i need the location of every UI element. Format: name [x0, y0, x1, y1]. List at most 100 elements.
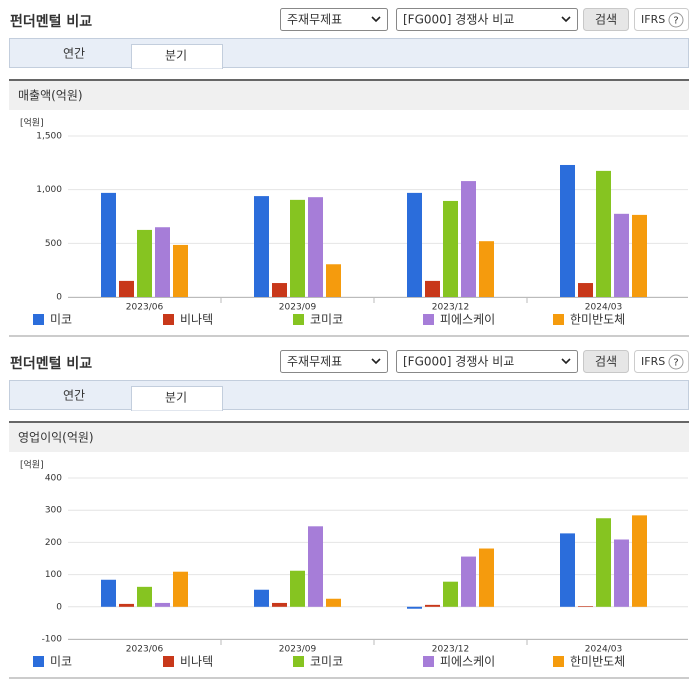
legend-swatch: [293, 314, 304, 325]
bar: [461, 181, 476, 297]
bar: [308, 526, 323, 607]
ifrs-border: [634, 8, 689, 31]
help-icon: [668, 354, 684, 370]
y-tick-label: 1,500: [36, 132, 62, 142]
legend-swatch: [293, 656, 304, 667]
select-arrow: [561, 16, 571, 23]
x-tick-label: 2023/12: [432, 645, 469, 655]
bar: [614, 539, 629, 607]
tab-active: [131, 44, 223, 69]
select[interactable]: [FG000] 경쟁사 비교: [396, 8, 578, 31]
ifrs-text: IFRS: [641, 355, 665, 368]
legend-label: 비나텍: [180, 313, 213, 327]
bar: [119, 603, 134, 607]
bar: [578, 606, 593, 607]
select-box: [280, 8, 388, 31]
button-text: 검색: [595, 13, 617, 27]
y-tick-label: 300: [45, 506, 62, 516]
select-box: [280, 350, 388, 373]
bar: [479, 241, 494, 297]
ifrs-border: [634, 350, 689, 373]
bar: [155, 227, 170, 297]
bar: [443, 200, 458, 297]
bar: [308, 197, 323, 297]
legend-label: 피에스케이: [440, 313, 495, 327]
bar: [272, 602, 287, 607]
bar: [155, 602, 170, 607]
bar: [290, 199, 305, 297]
bar: [632, 515, 647, 607]
select-text: 주재무제표: [287, 13, 342, 27]
bar: [443, 581, 458, 607]
legend-swatch: [553, 656, 564, 667]
select-arrow: [561, 358, 571, 365]
section: 펀더멘털 비교 주재무제표 [FG000] 경쟁사 비교 검색 IFRS ? 연간 분기매출액…: [9, 8, 689, 337]
legend-label: 한미반도체: [570, 313, 625, 327]
chart-title: 매출액(억원): [18, 89, 83, 103]
select[interactable]: [FG000] 경쟁사 비교: [396, 350, 578, 373]
tab[interactable]: 분기: [165, 391, 187, 405]
legend-label: 피에스케이: [440, 655, 495, 669]
legend-swatch: [553, 314, 564, 325]
tab-bar: [9, 380, 689, 410]
x-tick-label: 2023/09: [279, 303, 317, 313]
select-text: [FG000] 경쟁사 비교: [403, 13, 514, 27]
bar: [407, 192, 422, 297]
y-tick-label: -100: [42, 635, 63, 645]
bar: [560, 164, 575, 297]
bar: [119, 280, 134, 297]
search-button[interactable]: 검색: [583, 350, 629, 373]
ifrs-box[interactable]: IFRS?: [634, 8, 689, 31]
bar: [326, 598, 341, 607]
x-tick-label: 2024/03: [585, 303, 622, 313]
bar: [596, 170, 611, 297]
select-text: 주재무제표: [287, 355, 342, 369]
legend-label: 코미코: [310, 313, 343, 327]
bar: [596, 518, 611, 607]
select-box: [396, 8, 578, 31]
legend-swatch: [33, 656, 44, 667]
legend-swatch: [163, 314, 174, 325]
help-icon: [668, 12, 684, 28]
section: 펀더멘털 비교 주재무제표 [FG000] 경쟁사 비교 검색 IFRS ? 연간 분기영업이…: [9, 350, 689, 679]
select-box: [396, 350, 578, 373]
x-tick-label: 2023/12: [432, 303, 469, 313]
bar: [254, 196, 269, 297]
y-tick-label: 500: [45, 239, 62, 249]
y-tick-label: 1,000: [36, 185, 62, 195]
x-tick-label: 2023/09: [279, 645, 317, 655]
bar: [560, 533, 575, 607]
chart-title: 영업이익(억원): [18, 431, 94, 445]
legend-label: 미코: [50, 655, 72, 669]
x-tick-label: 2023/06: [126, 303, 164, 313]
legend-label: 비나텍: [180, 655, 213, 669]
bar: [254, 589, 269, 607]
legend-swatch: [163, 656, 174, 667]
bar: [173, 244, 188, 297]
select[interactable]: 주재무제표: [280, 350, 388, 373]
y-tick-label: 0: [56, 602, 62, 612]
bar: [578, 283, 593, 297]
legend-label: 한미반도체: [570, 655, 625, 669]
tab[interactable]: 연간: [63, 389, 85, 403]
bar: [425, 280, 440, 297]
ifrs-box[interactable]: IFRS?: [634, 350, 689, 373]
search-button[interactable]: 검색: [583, 8, 629, 31]
x-tick-label: 2023/06: [126, 645, 164, 655]
select[interactable]: 주재무제표: [280, 8, 388, 31]
chart-header: [9, 80, 689, 110]
bar: [101, 579, 116, 607]
y-tick-label: 200: [45, 538, 62, 548]
legend-swatch: [423, 314, 434, 325]
tab[interactable]: 분기: [165, 49, 187, 63]
button-box: [583, 8, 629, 31]
bar: [326, 264, 341, 297]
tab[interactable]: 연간: [63, 47, 85, 61]
x-tick-label: 2024/03: [585, 645, 622, 655]
help-text: ?: [673, 358, 678, 369]
section-title: 펀더멘털 비교: [10, 355, 92, 372]
bar: [137, 586, 152, 607]
bar: [407, 606, 422, 609]
ifrs-text: IFRS: [641, 13, 665, 26]
tab-active: [131, 386, 223, 411]
